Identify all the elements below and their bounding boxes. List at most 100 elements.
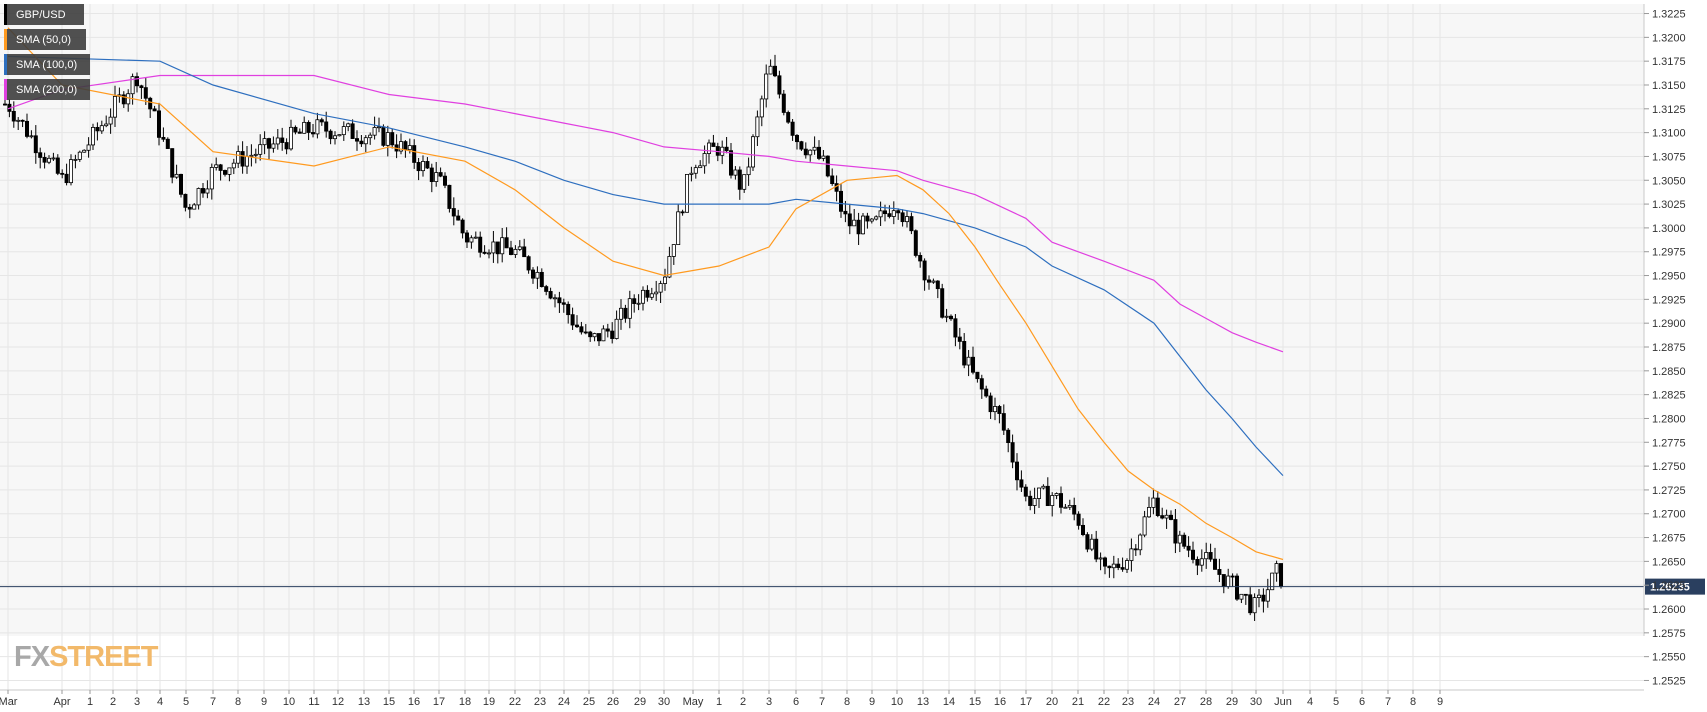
- candle-down: [570, 314, 575, 326]
- candle-up: [1142, 516, 1147, 536]
- candle-up: [693, 167, 698, 174]
- candle-down: [218, 164, 223, 171]
- candle-down: [1186, 545, 1191, 551]
- candle-down: [834, 183, 839, 192]
- candle-down: [412, 145, 417, 163]
- time-axis-label: 14: [943, 696, 955, 708]
- candle-down: [1195, 558, 1200, 566]
- candle-up: [196, 188, 201, 206]
- candle-down: [817, 146, 822, 159]
- time-axis-label: 7: [819, 696, 825, 708]
- candle-up: [658, 283, 663, 293]
- candle-down: [425, 161, 430, 169]
- candle-up: [126, 93, 131, 105]
- price-axis-label: 1.3125: [1652, 104, 1686, 116]
- time-axis-label: 7: [1385, 696, 1391, 708]
- candle-down: [588, 331, 593, 338]
- candle-up: [227, 167, 232, 175]
- candle-up: [654, 291, 659, 295]
- candle-up: [676, 211, 681, 245]
- candle-down: [1208, 552, 1213, 560]
- candle-up: [905, 216, 910, 223]
- time-axis-label: 22: [1098, 696, 1110, 708]
- candle-down: [42, 157, 47, 163]
- candle-down: [865, 215, 870, 222]
- candle-up: [104, 123, 109, 127]
- candle-down: [786, 112, 791, 123]
- candle-down: [350, 123, 355, 139]
- candle-down: [178, 173, 183, 195]
- candle-down: [187, 206, 192, 210]
- candle-down: [324, 121, 329, 132]
- candle-down: [680, 211, 685, 214]
- candle-down: [429, 167, 434, 183]
- price-axis-label: 1.2625: [1652, 580, 1686, 592]
- candle-down: [940, 288, 945, 318]
- price-axis-label: 1.2825: [1652, 390, 1686, 402]
- candle-up: [315, 119, 320, 135]
- candle-up: [685, 174, 690, 213]
- candle-down: [240, 151, 245, 167]
- price-axis-label: 1.3200: [1652, 32, 1686, 44]
- time-axis-label: Apr: [53, 696, 70, 708]
- candle-up: [1204, 552, 1209, 560]
- time-axis-label: 15: [383, 696, 395, 708]
- candle-up: [759, 98, 764, 118]
- candle-down: [1213, 558, 1218, 570]
- time-axis-label: 10: [891, 696, 903, 708]
- candle-down: [1182, 534, 1187, 547]
- candle-down: [156, 110, 161, 138]
- candle-down: [913, 230, 918, 256]
- time-axis-label: 24: [1148, 696, 1160, 708]
- candle-down: [121, 94, 126, 105]
- candle-up: [720, 146, 725, 156]
- time-axis-label: 4: [1307, 696, 1313, 708]
- candle-down: [623, 307, 628, 319]
- legend-swatch: [4, 4, 7, 25]
- candle-up: [1257, 594, 1262, 598]
- candle-down: [1169, 514, 1174, 520]
- candle-up: [271, 143, 276, 149]
- time-axis-label: 23: [1122, 696, 1134, 708]
- price-axis-label: 1.3175: [1652, 56, 1686, 68]
- candle-up: [1177, 534, 1182, 544]
- candle-up: [82, 149, 87, 153]
- candle-up: [288, 126, 293, 150]
- candle-down: [953, 318, 958, 338]
- candle-down: [539, 271, 544, 287]
- candle-up: [262, 138, 267, 146]
- time-axis-label: 17: [1020, 696, 1032, 708]
- candle-down: [975, 371, 980, 380]
- candle-up: [486, 252, 491, 255]
- candle-down: [11, 110, 16, 122]
- candle-up: [667, 256, 672, 278]
- candle-down: [1001, 413, 1006, 431]
- time-axis-label: 16: [994, 696, 1006, 708]
- price-axis-label: 1.2550: [1652, 652, 1686, 664]
- time-axis-label: 19: [483, 696, 495, 708]
- candle-up: [746, 166, 751, 176]
- price-axis-label: 1.2925: [1652, 294, 1686, 306]
- candle-down: [1107, 565, 1112, 569]
- candle-down: [883, 210, 888, 215]
- candle-down: [284, 142, 289, 150]
- candle-up: [29, 135, 34, 138]
- candle-up: [469, 237, 474, 243]
- candle-up: [205, 188, 210, 194]
- current-price-box: [1645, 578, 1705, 595]
- candle-up: [174, 173, 179, 178]
- candle-up: [192, 204, 197, 210]
- candle-up: [755, 116, 760, 138]
- candle-up: [1151, 497, 1156, 508]
- candle-up: [751, 136, 756, 168]
- candle-down: [1116, 563, 1121, 568]
- candle-down: [1094, 538, 1099, 560]
- candle-up: [1054, 493, 1059, 496]
- price-axis-label: 1.3100: [1652, 128, 1686, 140]
- candle-down: [403, 141, 408, 151]
- candle-up: [993, 406, 998, 413]
- candle-down: [949, 315, 954, 320]
- candle-up: [1138, 534, 1143, 551]
- legend-item-label: SMA (50,0): [16, 34, 71, 46]
